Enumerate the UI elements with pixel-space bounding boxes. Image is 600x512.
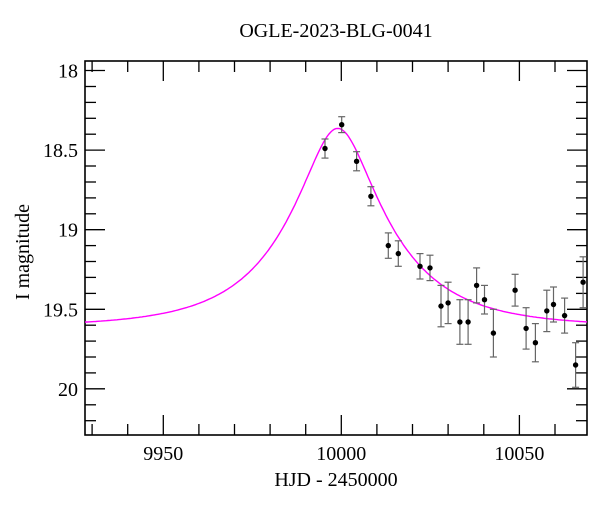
data-point xyxy=(384,232,392,259)
y-tick-label: 18 xyxy=(58,61,78,83)
axis-ticks xyxy=(85,61,587,435)
data-point xyxy=(531,323,539,363)
data-point xyxy=(426,254,434,282)
data-point xyxy=(550,286,557,323)
x-tick-label: 10050 xyxy=(494,443,544,465)
data-point xyxy=(489,308,497,358)
data-point xyxy=(416,253,424,280)
data-point xyxy=(456,299,464,345)
data-point xyxy=(394,240,402,267)
data-point xyxy=(481,284,488,315)
data-point xyxy=(464,299,472,345)
y-tick-label: 19 xyxy=(58,220,78,242)
data-point xyxy=(437,284,445,328)
data-point xyxy=(543,289,551,333)
data-point xyxy=(338,116,346,134)
model-curve xyxy=(84,127,588,323)
data-point xyxy=(473,267,481,304)
chart-title: OGLE-2023-BLG-0041 xyxy=(239,20,433,42)
data-point xyxy=(511,273,519,307)
data-point xyxy=(579,256,587,309)
x-axis-label: HJD - 2450000 xyxy=(274,469,398,491)
data-point xyxy=(572,342,580,388)
data-point xyxy=(321,138,329,159)
data-point xyxy=(367,186,375,207)
data-point xyxy=(561,297,569,334)
data-point xyxy=(444,281,452,325)
y-tick-label: 18.5 xyxy=(43,140,78,162)
y-tick-label: 19.5 xyxy=(43,299,78,321)
plot-frame xyxy=(84,60,588,436)
data-point xyxy=(522,307,530,350)
x-tick-label: 10000 xyxy=(316,443,366,465)
x-tick-label: 9950 xyxy=(143,443,183,465)
y-tick-label: 20 xyxy=(58,379,78,401)
data-point xyxy=(353,151,361,172)
